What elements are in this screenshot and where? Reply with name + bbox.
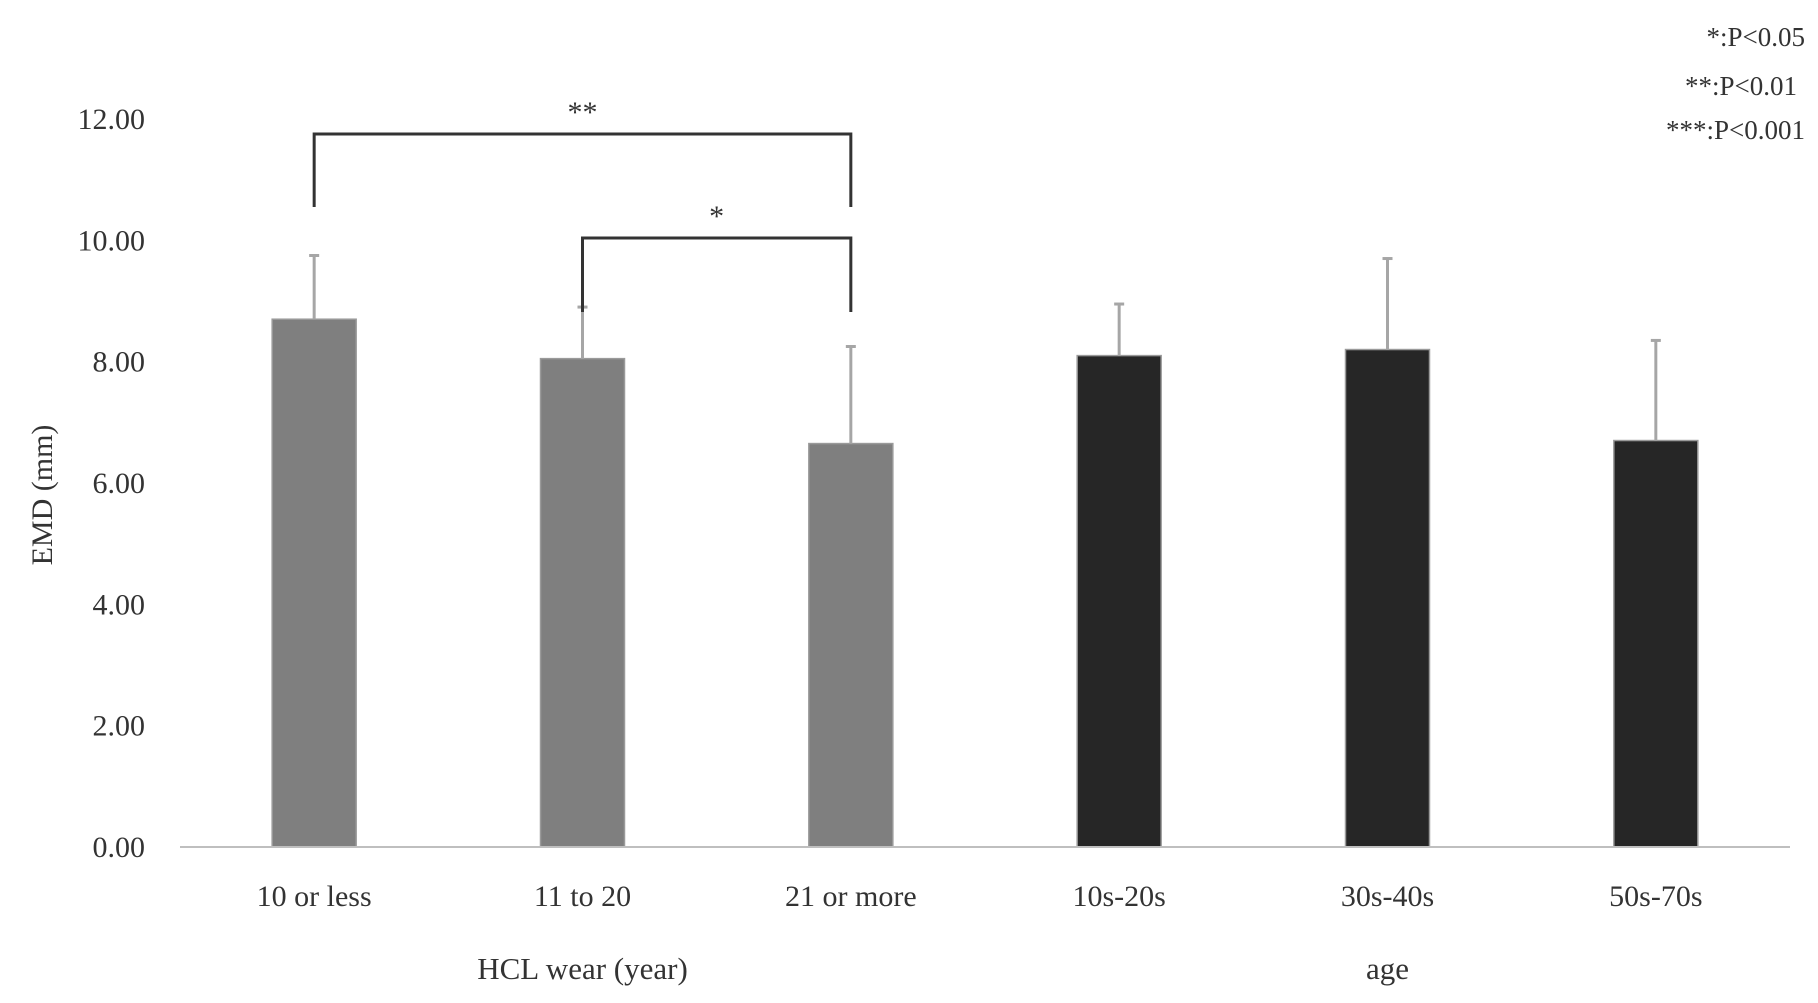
group-label: age	[1366, 951, 1409, 986]
significance-marker: *	[709, 200, 724, 233]
y-tick-label: 12.00	[78, 103, 146, 136]
significance-bracket	[581, 236, 853, 312]
category-label: 10s-20s	[1072, 880, 1165, 913]
bar	[1613, 439, 1699, 848]
category-label: 11 to 20	[534, 880, 631, 913]
category-label: 10 or less	[257, 880, 372, 913]
bar	[1076, 354, 1162, 848]
y-axis-title: EMD (mm)	[26, 425, 59, 566]
bars	[271, 318, 1699, 848]
error-bars	[309, 254, 1661, 444]
y-axis-ticks: 0.00 2.00 4.00 6.00 8.00 10.00 12.00	[78, 103, 146, 864]
y-tick-label: 10.00	[78, 224, 146, 257]
legend-entry-p0001: ***:P<0.001	[1666, 115, 1805, 145]
legend-entry-p001: **:P<0.01	[1685, 71, 1797, 101]
bar	[271, 318, 357, 848]
significance-marker: **	[568, 96, 598, 129]
y-tick-label: 0.00	[93, 831, 146, 864]
category-labels: 10 or less 11 to 20 21 or more 10s-20s 30s-4…	[257, 880, 1703, 913]
y-tick-label: 8.00	[93, 346, 146, 379]
significance-legend: *:P<0.05 **:P<0.01 ***:P<0.001	[1666, 22, 1805, 145]
legend-entry-p005: *:P<0.05	[1707, 22, 1806, 52]
category-label: 50s-70s	[1609, 880, 1702, 913]
y-tick-label: 2.00	[93, 710, 146, 743]
group-labels: HCL wear (year) age	[477, 951, 1409, 986]
category-label: 30s-40s	[1341, 880, 1434, 913]
significance-brackets: ***	[312, 96, 853, 312]
bar	[808, 442, 894, 848]
bar	[539, 357, 626, 848]
y-tick-label: 6.00	[93, 467, 146, 500]
group-label: HCL wear (year)	[477, 951, 688, 986]
y-tick-label: 4.00	[93, 588, 146, 621]
bar	[1344, 348, 1431, 848]
category-label: 21 or more	[785, 880, 917, 913]
significance-bracket	[312, 132, 853, 207]
